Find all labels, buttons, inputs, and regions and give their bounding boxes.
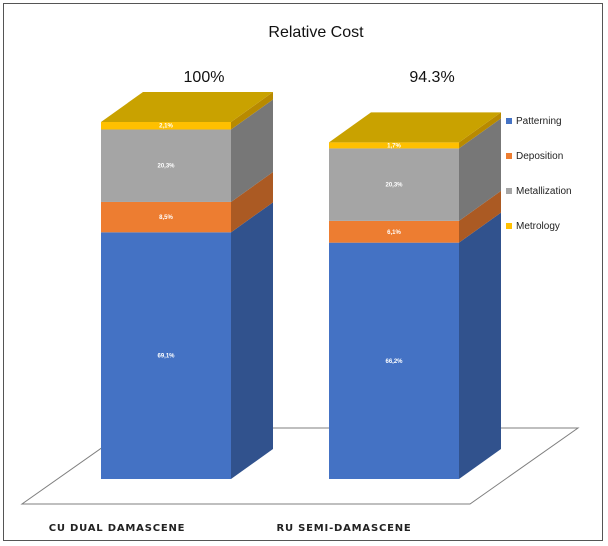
bar-side-cu-deposition bbox=[231, 171, 273, 233]
bar-cu-patterning bbox=[101, 232, 231, 479]
legend-label-metrology: Metrology bbox=[516, 221, 560, 232]
data-label-ru-patterning: 66,2% bbox=[385, 359, 403, 365]
total-label-ru: 94.3% bbox=[409, 69, 454, 86]
chart-frame: Relative Cost 100% 94.3% 69,1% 8,5% 20,3% 2… bbox=[3, 3, 603, 541]
bar-ru-patterning bbox=[329, 242, 459, 479]
bar-side-ru-deposition bbox=[459, 190, 501, 243]
bar-side-cu-metallization bbox=[231, 99, 273, 202]
data-label-cu-deposition: 8,5% bbox=[159, 215, 173, 221]
bar-cu-deposition bbox=[101, 201, 231, 233]
bar-cu-metallization bbox=[101, 129, 231, 202]
bar-ru-metallization bbox=[329, 148, 459, 221]
bar-top-ru bbox=[329, 112, 501, 143]
legend-swatch-deposition bbox=[506, 153, 512, 159]
total-label-cu: 100% bbox=[184, 69, 225, 86]
legend: Patterning Deposition Metallization Metrolo… bbox=[506, 116, 572, 232]
legend-swatch-metallization bbox=[506, 188, 512, 194]
category-label-ru: RU SEMI-DAMASCENE bbox=[276, 523, 411, 534]
data-label-ru-deposition: 6,1% bbox=[387, 230, 401, 236]
legend-swatch-metrology bbox=[506, 223, 512, 229]
bar-side-ru-metrology bbox=[459, 112, 501, 149]
chart-title: Relative Cost bbox=[268, 24, 364, 41]
legend-label-metallization: Metallization bbox=[516, 186, 572, 197]
bar-side-cu-metrology bbox=[231, 92, 273, 130]
stacked-bar-chart: Relative Cost 100% 94.3% 69,1% 8,5% 20,3% 2… bbox=[20, 24, 580, 534]
bar-ru-deposition bbox=[329, 220, 459, 243]
bar-top-cu bbox=[101, 92, 273, 122]
data-label-cu-patterning: 69,1% bbox=[157, 354, 175, 360]
bar-side-ru-patterning bbox=[459, 212, 501, 479]
bar-side-cu-patterning bbox=[231, 202, 273, 480]
category-label-cu: CU DUAL DAMASCENE bbox=[49, 523, 186, 534]
data-label-ru-metallization: 20,3% bbox=[385, 183, 403, 189]
bars-group: 69,1% 8,5% 20,3% 2,1% 66,2% 6,1% 20,3% 1,7% bbox=[101, 92, 501, 480]
legend-swatch-patterning bbox=[506, 118, 512, 124]
bar-side-ru-metallization bbox=[459, 118, 501, 221]
bar-cu-metrology bbox=[101, 122, 231, 130]
legend-label-deposition: Deposition bbox=[516, 151, 563, 162]
data-label-ru-metrology: 1,7% bbox=[387, 143, 401, 149]
data-label-cu-metallization: 20,3% bbox=[157, 164, 175, 170]
legend-label-patterning: Patterning bbox=[516, 116, 562, 127]
bar-ru-metrology bbox=[329, 142, 459, 149]
data-label-cu-metrology: 2,1% bbox=[159, 124, 173, 130]
